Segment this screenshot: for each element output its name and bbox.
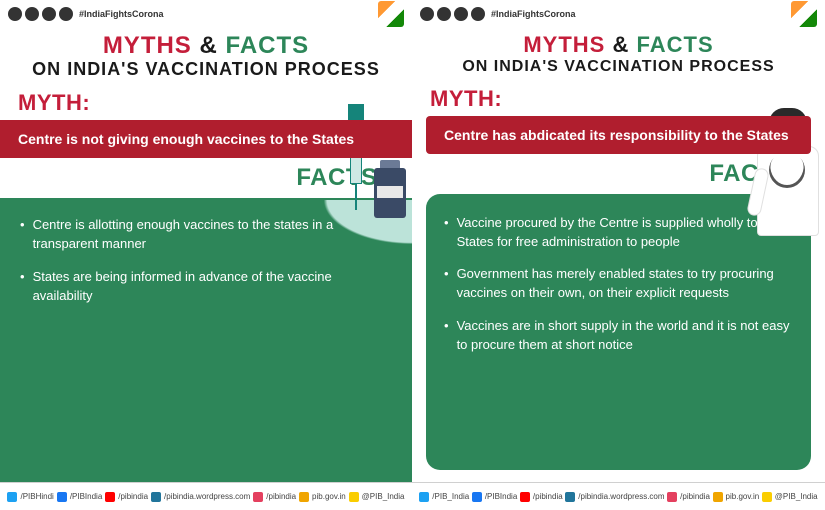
wordpress-icon bbox=[151, 492, 161, 502]
title-block: MYTHS & FACTS ON INDIA'S VACCINATION PRO… bbox=[412, 28, 825, 86]
vaccine-vial-icon bbox=[374, 168, 406, 218]
myth-strip: Centre is not giving enough vaccines to … bbox=[0, 120, 412, 158]
fact-item: •Vaccines are in short supply in the wor… bbox=[444, 317, 793, 355]
title-sub-rest: INDIA'S VACCINATION PROCESS bbox=[494, 58, 775, 75]
facebook-icon bbox=[57, 492, 67, 502]
wordpress-icon bbox=[565, 492, 575, 502]
instagram-icon bbox=[253, 492, 263, 502]
top-bar: #IndiaFightsCorona bbox=[0, 0, 412, 28]
youtube-icon bbox=[520, 492, 530, 502]
hashtag: #IndiaFightsCorona bbox=[79, 9, 372, 19]
top-icon-cluster bbox=[8, 7, 73, 21]
youtube-icon bbox=[105, 492, 115, 502]
fact-text: Vaccines are in short supply in the worl… bbox=[457, 317, 793, 355]
infographic-panel-right: #IndiaFightsCorona MYTHS & FACTS ON INDI… bbox=[412, 0, 825, 510]
title-sub-on: ON bbox=[32, 59, 61, 79]
title-amp: & bbox=[612, 32, 629, 57]
pib-logo-icon bbox=[791, 1, 817, 27]
title-myths: MYTHS bbox=[523, 32, 605, 57]
title-sub-rest: INDIA'S VACCINATION PROCESS bbox=[67, 59, 380, 79]
website-icon bbox=[713, 492, 723, 502]
koo-icon bbox=[762, 492, 772, 502]
title-facts: FACTS bbox=[226, 32, 310, 59]
title-amp: & bbox=[199, 32, 217, 59]
fact-item: •States are being informed in advance of… bbox=[20, 268, 392, 306]
twitter-icon bbox=[419, 492, 429, 502]
fact-text: Vaccine procured by the Centre is suppli… bbox=[457, 214, 793, 252]
infographic-panel-left: #IndiaFightsCorona MYTHS & FACTS ON INDI… bbox=[0, 0, 412, 510]
website-icon bbox=[299, 492, 309, 502]
fact-item: •Vaccine procured by the Centre is suppl… bbox=[444, 214, 793, 252]
hashtag: #IndiaFightsCorona bbox=[491, 9, 785, 19]
footer: /PIBHindi /PIBIndia /pibindia /pibindia.… bbox=[0, 482, 412, 510]
title-sub-on: ON bbox=[462, 58, 488, 75]
title-myths: MYTHS bbox=[103, 32, 192, 59]
pib-logo-icon bbox=[378, 1, 404, 27]
myth-strip: Centre has abdicated its responsibility … bbox=[426, 116, 811, 154]
twitter-icon bbox=[7, 492, 17, 502]
footer: /PIB_India /PIBIndia /pibindia /pibindia… bbox=[412, 482, 825, 510]
top-bar: #IndiaFightsCorona bbox=[412, 0, 825, 28]
facebook-icon bbox=[472, 492, 482, 502]
title-block: MYTHS & FACTS ON INDIA'S VACCINATION PRO… bbox=[0, 28, 412, 90]
koo-icon bbox=[349, 492, 359, 502]
instagram-icon bbox=[667, 492, 677, 502]
fact-text: States are being informed in advance of … bbox=[33, 268, 392, 306]
fact-item: •Government has merely enabled states to… bbox=[444, 265, 793, 303]
title-facts: FACTS bbox=[637, 32, 714, 57]
top-icon-cluster bbox=[420, 7, 485, 21]
fact-text: Government has merely enabled states to … bbox=[457, 265, 793, 303]
